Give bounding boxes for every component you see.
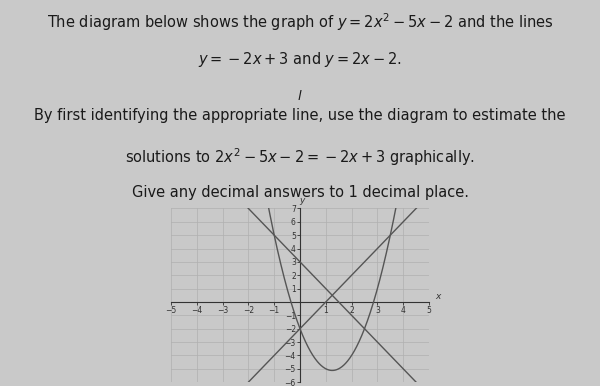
Text: By first identifying the appropriate line, use the diagram to estimate the: By first identifying the appropriate lin… <box>34 108 566 123</box>
Text: Give any decimal answers to 1 decimal place.: Give any decimal answers to 1 decimal pl… <box>131 185 469 200</box>
Text: $y = -2x + 3$ and $y = 2x - 2$.: $y = -2x + 3$ and $y = 2x - 2$. <box>198 50 402 69</box>
Text: The diagram below shows the graph of $y = 2x^2 - 5x - 2$ and the lines: The diagram below shows the graph of $y … <box>47 12 553 33</box>
Text: $y$: $y$ <box>299 196 307 207</box>
Text: $x$: $x$ <box>436 292 443 301</box>
Text: $\mathit{l}$: $\mathit{l}$ <box>297 89 303 103</box>
Text: solutions to $2x^2 - 5x - 2 = -2x + 3$ graphically.: solutions to $2x^2 - 5x - 2 = -2x + 3$ g… <box>125 147 475 168</box>
